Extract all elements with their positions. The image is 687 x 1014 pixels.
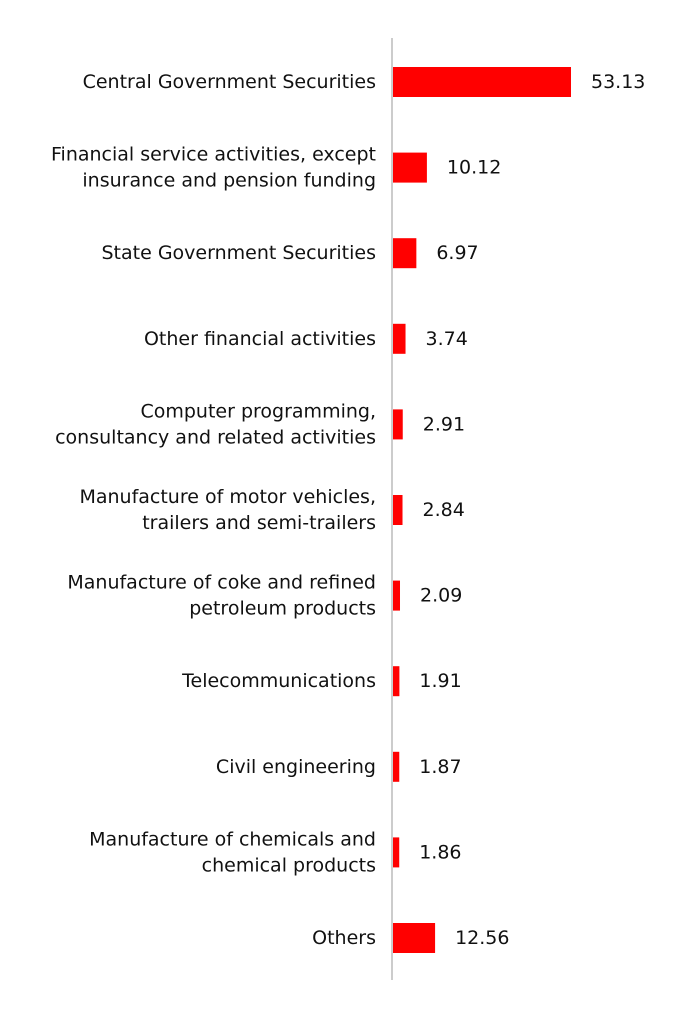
bar-10: [393, 923, 436, 953]
bar-7: [393, 666, 400, 697]
value-label-0: 53.13: [591, 71, 645, 93]
category-label-6-line-1: petroleum products: [189, 598, 376, 620]
bar-5: [393, 495, 403, 525]
category-label-7: Telecommunications: [181, 670, 376, 692]
value-labels-group: 53.13 10.12 6.97 3.74 2.91 2.84 2.09 1.91 1.87 1.…: [419, 71, 645, 949]
category-label-5-line-0: Manufacture of motor vehicles,: [79, 486, 376, 508]
bar-0: [393, 67, 571, 97]
category-label-10: Others: [312, 927, 376, 949]
value-label-2: 6.97: [436, 242, 478, 264]
value-label-5: 2.84: [423, 499, 465, 521]
bar-1: [393, 152, 427, 183]
category-label-4-line-0: Computer programming,: [140, 400, 376, 422]
bar-3: [393, 323, 406, 354]
category-label-0: Central Government Securities: [83, 71, 376, 93]
value-label-1: 10.12: [447, 157, 501, 179]
category-label-1-line-0: Financial service activities, except: [51, 144, 376, 166]
bar-4: [393, 409, 403, 440]
category-labels-group: Central Government Securities Financial s…: [51, 71, 376, 949]
value-label-4: 2.91: [423, 413, 465, 435]
value-label-10: 12.56: [455, 927, 509, 949]
category-label-6-line-0: Manufacture of coke and refined: [67, 572, 376, 594]
category-label-9-line-1: chemical products: [202, 854, 376, 876]
category-label-1-line-1: insurance and pension funding: [82, 170, 376, 192]
category-label-2: State Government Securities: [101, 242, 376, 264]
bar-6: [393, 580, 401, 611]
category-label-4-line-1: consultancy and related activities: [55, 426, 376, 448]
value-label-3: 3.74: [426, 328, 468, 350]
category-label-3: Other financial activities: [144, 328, 376, 350]
value-label-6: 2.09: [420, 585, 462, 607]
value-label-9: 1.86: [419, 841, 461, 863]
bar-2: [393, 238, 417, 269]
value-label-8: 1.87: [419, 756, 461, 778]
category-label-5-line-1: trailers and semi-trailers: [142, 512, 376, 534]
category-label-9-line-0: Manufacture of chemicals and: [89, 828, 376, 850]
bar-8: [393, 751, 400, 782]
bar-9: [393, 837, 400, 868]
category-label-8: Civil engineering: [216, 756, 376, 778]
bars-group: [393, 67, 571, 953]
value-label-7: 1.91: [419, 670, 461, 692]
